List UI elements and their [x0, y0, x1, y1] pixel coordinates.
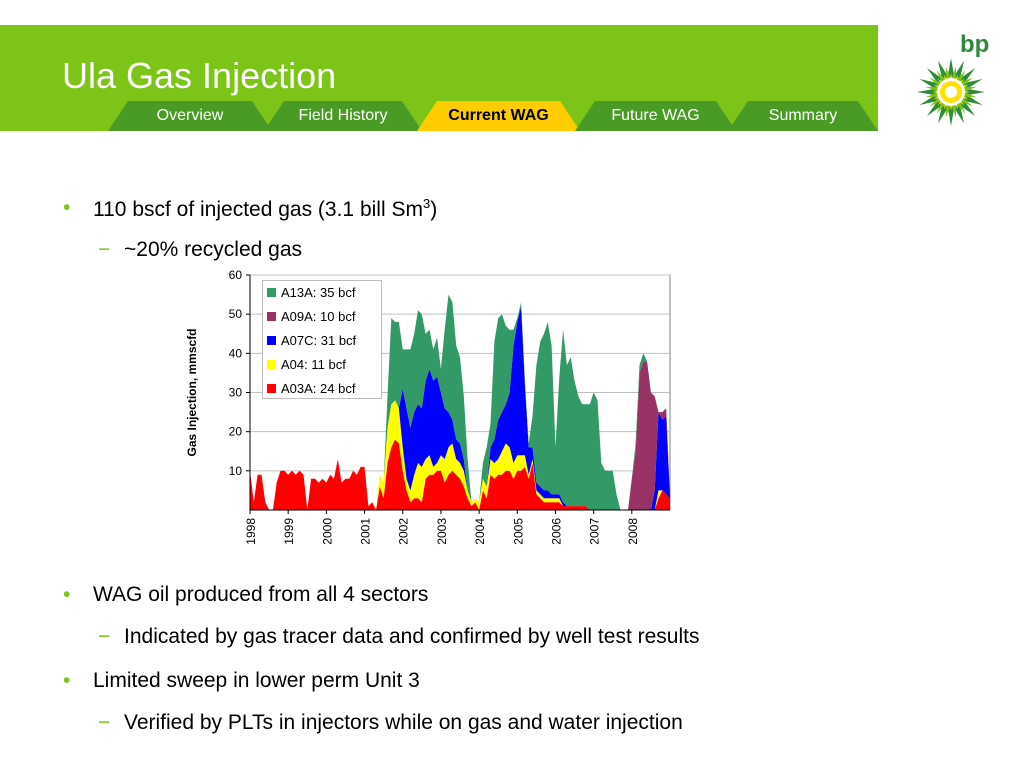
logo-petal	[963, 94, 983, 106]
legend-item-a03a: A03A: 24 bcf	[267, 381, 355, 396]
series-area-a03a	[250, 439, 670, 510]
legend-swatch	[267, 288, 276, 297]
logo-petal	[917, 88, 937, 96]
x-tick-label: 1999	[282, 518, 296, 545]
x-tick-label: 2007	[588, 518, 602, 545]
logo-petal	[965, 88, 985, 96]
legend-item-a07c: A07C: 31 bcf	[267, 333, 356, 348]
legend-swatch	[267, 336, 276, 345]
series-area-a13a	[250, 294, 670, 510]
logo-petal	[953, 104, 965, 124]
logo-petal	[937, 60, 949, 80]
dash-mark: −	[98, 711, 111, 734]
dash-mark: −	[98, 625, 111, 648]
legend-label: A03A: 24 bcf	[281, 381, 356, 396]
x-tick-label: 2004	[473, 518, 487, 545]
logo-text: bp	[960, 31, 989, 58]
x-tick-label: 2008	[626, 518, 640, 545]
logo-petal	[919, 78, 939, 90]
x-tick-label: 2001	[359, 518, 373, 545]
sub-bullet-tracer: − Indicated by gas tracer data and confi…	[98, 625, 700, 649]
bullet-text: Limited sweep in lower perm Unit 3	[93, 669, 420, 692]
y-tick-label: 10	[229, 464, 243, 478]
x-tick-label: 2002	[397, 518, 411, 545]
logo-petal	[961, 91, 977, 98]
x-tick-label: 1998	[244, 518, 258, 545]
section-nav	[0, 101, 878, 131]
logo-petal	[937, 104, 949, 124]
chart-svg: 10 20 30 40 50 60 1998 1999 2000 2001 2002 2003 2004…	[185, 268, 671, 545]
y-tick-label: 20	[229, 425, 243, 439]
legend-label: A04: 11 bcf	[281, 357, 346, 372]
page-title: Ula Gas Injection	[62, 55, 337, 96]
legend-label: A13A: 35 bcf	[281, 285, 356, 300]
x-tick-label: 2005	[511, 518, 525, 545]
logo-petal	[925, 86, 941, 93]
tab-overview[interactable]: Overview	[156, 107, 224, 124]
legend-swatch	[267, 384, 276, 393]
sub-bullet-plts: − Verified by PLTs in injectors while on…	[98, 711, 683, 735]
bullet-mark: •	[63, 669, 71, 692]
bullet-text-end: )	[430, 198, 438, 221]
legend-item-a13a: A13A: 35 bcf	[267, 285, 355, 300]
legend-item-a09a: A09A: 10 bcf	[267, 309, 355, 324]
x-tick-label: 2000	[320, 518, 334, 545]
logo-petal	[945, 66, 952, 82]
bp-logo: bp	[905, 30, 1000, 130]
bullet-text: WAG oil produced from all 4 sectors	[93, 583, 429, 606]
y-tick-label: 60	[229, 268, 243, 282]
sub-bullet-text: Verified by PLTs in injectors while on g…	[124, 711, 683, 734]
tab-summary[interactable]: Summary	[768, 107, 838, 124]
dash-mark: −	[98, 238, 111, 261]
logo-petal	[961, 86, 977, 93]
logo-petal	[950, 102, 957, 118]
y-tick-label: 40	[229, 346, 243, 360]
tab-field-history[interactable]: Field History	[298, 107, 388, 124]
legend-swatch	[267, 360, 276, 369]
y-tick-label: 50	[229, 307, 243, 321]
bullet-mark: •	[63, 196, 71, 219]
bullet-limited-sweep: • Limited sweep in lower perm Unit 3	[63, 669, 420, 693]
x-tick-label: 2006	[549, 518, 563, 545]
logo-petal	[953, 60, 965, 80]
tab-future-wag[interactable]: Future WAG	[611, 107, 700, 124]
sub-bullet-text: ~20% recycled gas	[124, 238, 303, 261]
logo-petal	[963, 78, 983, 90]
legend-label: A09A: 10 bcf	[281, 309, 356, 324]
bullet-text: 110 bscf of injected gas (3.1 bill Sm	[93, 198, 423, 221]
logo-petal	[950, 66, 957, 82]
bullet-mark: •	[63, 583, 71, 606]
legend-swatch	[267, 312, 276, 321]
sub-bullet-text: Indicated by gas tracer data and confirm…	[124, 625, 700, 648]
tab-current-wag[interactable]: Current WAG	[448, 107, 549, 124]
logo-petal	[945, 102, 952, 118]
y-tick-label: 30	[229, 386, 243, 400]
logo-petal	[919, 94, 939, 106]
bullet-wag-oil: • WAG oil produced from all 4 sectors	[63, 583, 429, 607]
y-axis-label: Gas Injection, mmscfd	[185, 328, 199, 456]
superscript: 3	[422, 196, 431, 211]
logo-petal	[947, 106, 955, 126]
gas-injection-chart: 10 20 30 40 50 60 1998 1999 2000 2001 2002 2003 2004…	[180, 262, 680, 572]
x-tick-label: 2003	[435, 518, 449, 545]
sub-bullet-recycled: − ~20% recycled gas	[98, 238, 303, 262]
legend-item-a04: A04: 11 bcf	[267, 357, 346, 372]
legend-label: A07C: 31 bcf	[281, 333, 357, 348]
chart-legend: A13A: 35 bcf A09A: 10 bcf A07C: 31 bcf A…	[262, 280, 382, 399]
logo-petal	[925, 91, 941, 98]
bullet-injected-gas: • 110 bscf of injected gas (3.1 bill Sm3…	[63, 196, 438, 222]
logo-petal	[947, 58, 955, 78]
